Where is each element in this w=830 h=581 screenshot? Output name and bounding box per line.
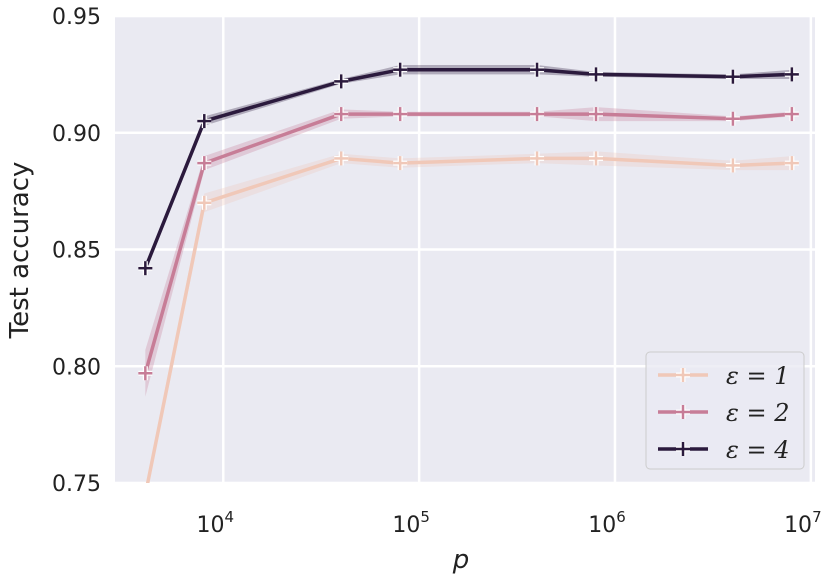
data-point xyxy=(138,366,153,381)
legend-entry: ε = 4 xyxy=(658,436,790,464)
x-tick-label: 106 xyxy=(588,508,626,538)
x-axis-ticks: 104 105 106 107 xyxy=(197,508,822,538)
series-line xyxy=(143,67,792,269)
y-tick-label: 0.80 xyxy=(52,355,101,380)
data-point xyxy=(589,151,604,166)
data-point xyxy=(197,114,212,129)
data-point xyxy=(393,62,408,77)
series-line xyxy=(143,112,793,374)
grid-lines xyxy=(115,14,815,485)
data-point xyxy=(784,107,799,122)
data-point xyxy=(530,62,545,77)
series-line xyxy=(145,156,792,483)
data-point xyxy=(530,107,545,122)
legend-label: ε = 1 xyxy=(726,362,790,390)
legend-entry: ε = 2 xyxy=(658,399,790,427)
data-point xyxy=(138,488,152,502)
data-point xyxy=(784,156,799,171)
data-point xyxy=(393,156,408,171)
data-point xyxy=(334,151,349,166)
data-point xyxy=(393,107,408,122)
data-point xyxy=(530,151,545,166)
legend-entries: ε = 1 ε = 2 ε = 4 xyxy=(658,362,790,464)
x-axis-title: p xyxy=(452,545,470,575)
data-point xyxy=(334,107,349,122)
legend-label: ε = 2 xyxy=(726,399,790,427)
data-point xyxy=(784,67,799,82)
x-tick-label: 107 xyxy=(784,508,822,538)
series-2 xyxy=(138,107,799,397)
data-point xyxy=(725,111,740,126)
data-point xyxy=(725,69,740,84)
x-tick-label: 105 xyxy=(392,508,430,538)
data-point xyxy=(197,156,212,171)
x-tick-label: 104 xyxy=(197,508,235,538)
series-group xyxy=(138,62,799,502)
legend-label: ε = 4 xyxy=(726,436,790,464)
y-tick-label: 0.85 xyxy=(52,239,101,264)
legend-entry: ε = 1 xyxy=(658,362,790,390)
y-tick-label: 0.95 xyxy=(52,5,101,30)
data-point xyxy=(589,107,604,122)
data-point xyxy=(725,158,740,173)
data-point xyxy=(334,74,349,89)
data-point xyxy=(589,67,604,82)
y-tick-label: 0.90 xyxy=(52,122,101,147)
y-axis-title: Test accuracy xyxy=(5,162,35,340)
data-point xyxy=(138,261,153,276)
series-3 xyxy=(138,62,799,276)
legend: ε = 1 ε = 2 ε = 4 xyxy=(645,351,805,470)
y-tick-label: 0.75 xyxy=(52,472,101,497)
series-1 xyxy=(138,151,799,502)
y-axis-ticks: 0.75 0.80 0.85 0.90 0.95 xyxy=(52,5,101,497)
data-point xyxy=(197,195,212,210)
